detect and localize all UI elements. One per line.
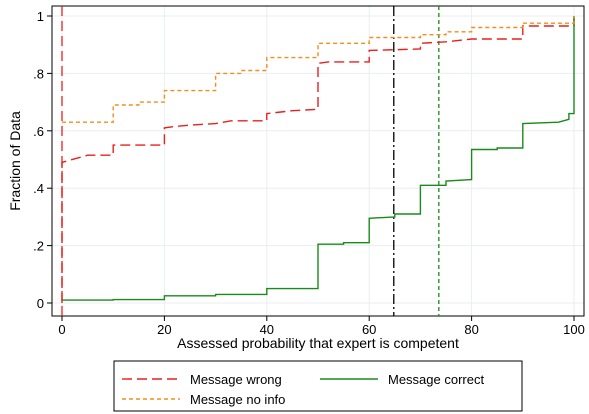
reference-lines (61, 6, 440, 316)
series-lines (61, 16, 575, 303)
legend: Message wrong Message correct Message no i… (113, 360, 523, 412)
x-tick-label: 100 (563, 322, 585, 337)
y-tick-label: .8 (33, 66, 44, 81)
x-tick-label: 20 (157, 322, 171, 337)
x-axis-ticks: 0 20 40 60 80 100 (58, 316, 585, 337)
series-message-wrong (61, 16, 575, 303)
y-tick-label: .6 (33, 124, 44, 139)
y-axis-ticks: 0 .2 .4 .6 .8 1 (33, 9, 52, 311)
y-tick-label: .2 (33, 239, 44, 254)
series-message-no-info (62, 16, 575, 123)
x-tick-label: 40 (260, 322, 274, 337)
plot-frame (51, 5, 585, 317)
x-axis-label: Assessed probability that expert is comp… (177, 335, 459, 351)
y-axis-label: Fraction of Data (7, 111, 23, 211)
x-tick-label: 0 (58, 322, 65, 337)
y-tick-label: .4 (33, 181, 44, 196)
legend-label-message-no-info: Message no info (190, 392, 285, 407)
y-tick-label: 1 (37, 9, 44, 24)
series-message-correct (62, 16, 575, 301)
x-tick-label: 60 (362, 322, 376, 337)
legend-box (113, 360, 523, 412)
y-tick-label: 0 (37, 296, 44, 311)
legend-label-message-wrong: Message wrong (190, 372, 282, 387)
x-tick-label: 80 (464, 322, 478, 337)
legend-label-message-correct: Message correct (388, 372, 484, 387)
